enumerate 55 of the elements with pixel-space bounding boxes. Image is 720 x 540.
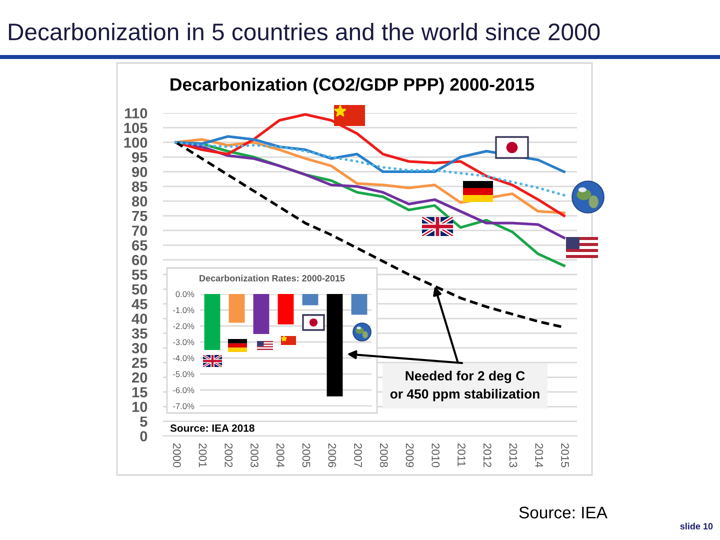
x-tick-label: 2002 [224, 444, 233, 468]
annotation: Needed for 2 deg C or 450 ppm stabilization [390, 370, 540, 402]
y-tick-label: 45 [132, 299, 148, 310]
y-tick-label: 90 [132, 166, 148, 178]
annotation: Source: IEA 2018 [170, 424, 254, 432]
y-tick-label: 85 [132, 182, 148, 192]
y-tick-label: 5 [140, 416, 148, 427]
x-tick-label: 2007 [354, 444, 362, 468]
text: slide 10 [680, 522, 713, 530]
y-tick-label: -2.0% [173, 323, 194, 330]
y-tick-label: 35 [132, 328, 148, 339]
y-tick-label: 10 [132, 402, 148, 412]
x-tick-label: 2011 [458, 444, 466, 466]
source-note: Source: IEA [519, 506, 608, 518]
x-tick-label: 2006 [328, 444, 336, 468]
x-tick-label: 2009 [406, 444, 414, 468]
chart-title: Decarbonization Rates: 2000-2015 [200, 274, 345, 282]
y-tick-label: 75 [132, 211, 148, 222]
x-tick-label: 2005 [302, 444, 310, 468]
x-tick-label: 2003 [250, 444, 258, 468]
line-series [174, 141, 566, 197]
y-tick-label: 15 [132, 387, 148, 398]
y-tick-label: 105 [124, 122, 148, 134]
x-tick-label: 2012 [483, 444, 492, 468]
y-tick-label: 50 [132, 284, 148, 295]
y-tick-label: 30 [132, 343, 148, 354]
y-tick-label: -1.0% [173, 307, 194, 314]
y-tick-label: -3.0% [173, 339, 194, 346]
x-tick-label: 2001 [198, 444, 207, 468]
chart-subtitle: Decarbonization (CO2/GDP PPP) 2000-2015 [170, 78, 534, 94]
x-tick-label: 2010 [432, 444, 440, 468]
y-tick-label: -6.0% [173, 387, 194, 394]
y-tick-label: -5.0% [173, 371, 194, 378]
x-tick-label: 2000 [172, 444, 181, 468]
y-tick-label: -7.0% [173, 403, 194, 410]
chart-title: Decarbonization in 5 countries and the world since 2000 [8, 22, 600, 40]
y-tick-label: 70 [132, 226, 148, 236]
y-tick-label: -4.0% [173, 355, 194, 362]
y-tick-label: 95 [132, 152, 148, 162]
y-tick-label: 25 [132, 358, 148, 368]
y-tick-label: 40 [132, 314, 148, 324]
y-tick-label: 20 [132, 372, 148, 383]
x-tick-label: 2015 [561, 444, 569, 468]
y-tick-label: 60 [132, 254, 148, 266]
x-tick-label: 2004 [276, 444, 284, 468]
x-tick-label: 2013 [509, 444, 518, 468]
y-tick-label: 0.0% [176, 291, 194, 298]
x-tick-label: 2008 [380, 444, 388, 468]
y-tick-label: 100 [124, 137, 148, 148]
y-tick-label: 65 [132, 240, 148, 251]
y-tick-label: 110 [125, 108, 148, 118]
y-tick-label: 55 [132, 270, 148, 280]
x-tick-label: 2014 [535, 444, 544, 468]
y-tick-label: 80 [132, 196, 148, 207]
y-tick-label: 0 [140, 431, 148, 442]
